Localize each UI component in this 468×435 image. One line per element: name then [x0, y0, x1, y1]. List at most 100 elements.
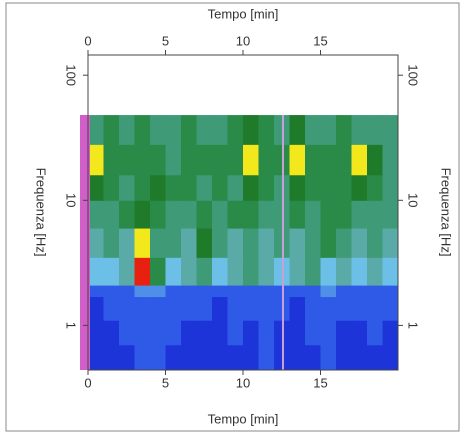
heat-cell — [351, 115, 368, 145]
heat-cell — [212, 144, 228, 176]
heat-cell — [336, 115, 352, 145]
x-tick-label: 10 — [236, 375, 250, 390]
heat-cell — [289, 174, 306, 201]
heat-cell — [320, 115, 337, 145]
heat-cell — [134, 144, 151, 176]
heat-cell — [289, 115, 306, 145]
x-tick-label: 5 — [162, 375, 169, 390]
heat-cell — [134, 344, 151, 371]
y2-axis-title: Frequenza [Hz] — [439, 168, 454, 257]
heat-cell — [258, 296, 275, 321]
heat-cell — [181, 115, 197, 145]
heat-cell — [336, 320, 352, 346]
heat-cell — [181, 296, 197, 321]
heat-cell — [382, 174, 399, 201]
heat-cell — [320, 228, 337, 258]
heat-cell — [196, 320, 213, 346]
heat-cell — [212, 200, 228, 229]
plot-frame — [87, 54, 399, 371]
heat-cell — [134, 174, 151, 201]
x2-tick-label: 5 — [162, 33, 169, 48]
heat-cell — [150, 344, 166, 371]
heat-cell — [103, 174, 120, 201]
heat-cell — [258, 344, 275, 371]
heat-cell — [165, 115, 182, 145]
y2-tick-label: 100 — [406, 64, 421, 86]
heat-cell — [150, 320, 166, 346]
heat-cell — [289, 320, 306, 346]
heat-cell — [227, 257, 244, 286]
heat-cell — [150, 296, 166, 321]
heat-cell — [88, 144, 104, 176]
heat-cell — [103, 115, 120, 145]
heat-cell — [305, 320, 321, 346]
heat-cell — [258, 228, 275, 258]
heat-cell — [382, 344, 399, 371]
heat-cell — [258, 200, 275, 229]
heat-cell — [196, 257, 213, 286]
heat-cell — [305, 115, 321, 145]
heat-cell — [88, 257, 104, 286]
heat-cell — [227, 344, 244, 371]
heat-cell — [212, 285, 228, 298]
heat-cell — [336, 144, 352, 176]
x2-tick-label: 0 — [84, 33, 91, 48]
heat-cell — [305, 228, 321, 258]
heat-cell — [320, 144, 337, 176]
heat-cell — [367, 144, 383, 176]
heat-cell — [367, 296, 383, 321]
heat-cell — [336, 174, 352, 201]
heat-cell — [367, 320, 383, 346]
heat-cell — [227, 320, 244, 346]
heat-cell — [119, 200, 135, 229]
heat-cell — [382, 115, 399, 145]
heat-cell — [134, 115, 151, 145]
heat-cell — [305, 344, 321, 371]
heat-cell — [212, 174, 228, 201]
heat-cell — [305, 285, 321, 298]
heat-cell — [196, 285, 213, 298]
heat-cell — [243, 115, 259, 145]
heat-cell — [320, 257, 337, 286]
heat-cell — [243, 285, 259, 298]
heat-cell — [258, 115, 275, 145]
heat-cell — [88, 228, 104, 258]
heat-cell — [88, 296, 104, 321]
heat-cell — [305, 174, 321, 201]
heat-cell — [103, 296, 120, 321]
heat-cell — [243, 320, 259, 346]
heat-cell — [165, 144, 182, 176]
heat-cell — [227, 285, 244, 298]
heat-cell — [336, 257, 352, 286]
heat-cell — [382, 200, 399, 229]
heat-cell — [367, 228, 383, 258]
heat-cell — [320, 200, 337, 229]
heat-cell — [119, 228, 135, 258]
heat-cell — [119, 296, 135, 321]
heat-cell — [243, 257, 259, 286]
heat-cell — [351, 257, 368, 286]
heat-cell — [196, 200, 213, 229]
heat-cell — [103, 257, 120, 286]
heat-cell — [103, 344, 120, 371]
heat-cell — [196, 228, 213, 258]
heat-cell — [212, 257, 228, 286]
heat-cell — [150, 115, 166, 145]
heat-cell — [351, 296, 368, 321]
heat-cell — [367, 200, 383, 229]
heat-cell — [320, 320, 337, 346]
heat-cell — [367, 285, 383, 298]
heat-cell — [382, 285, 399, 298]
heat-cell — [258, 174, 275, 201]
x2-tick-label: 10 — [236, 33, 250, 48]
heat-cell — [150, 174, 166, 201]
heat-cell — [336, 285, 352, 298]
side-strip — [80, 115, 90, 370]
heat-cell — [165, 296, 182, 321]
heat-cell — [351, 320, 368, 346]
heat-cell — [351, 285, 368, 298]
heat-cell — [150, 144, 166, 176]
heat-cell — [119, 144, 135, 176]
y-axis-title: Frequenza [Hz] — [34, 168, 49, 257]
y2-tick-label: 1 — [406, 322, 421, 329]
